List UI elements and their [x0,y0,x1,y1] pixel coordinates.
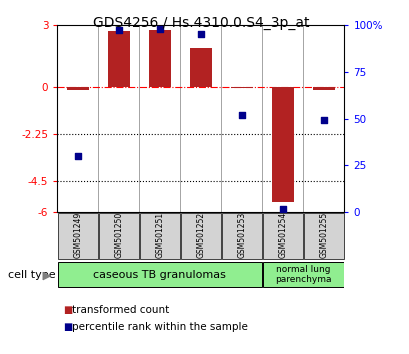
Text: GSM501255: GSM501255 [319,212,328,258]
Text: ■: ■ [63,322,73,332]
Bar [312,87,335,90]
FancyBboxPatch shape [58,213,97,259]
Bar [107,31,130,87]
FancyBboxPatch shape [181,213,220,259]
Point [156,26,163,32]
Text: GSM501249: GSM501249 [73,212,82,258]
Text: GDS4256 / Hs.4310.0.S4_3p_at: GDS4256 / Hs.4310.0.S4_3p_at [92,16,308,30]
Point [279,206,285,211]
Text: GSM501253: GSM501253 [237,212,246,258]
Text: GSM501251: GSM501251 [155,212,164,258]
Text: normal lung
parenchyma: normal lung parenchyma [274,265,331,284]
Text: caseous TB granulomas: caseous TB granulomas [93,270,226,280]
Point [197,31,204,37]
Text: ▶: ▶ [43,270,51,280]
Bar [67,87,89,90]
Text: GSM501252: GSM501252 [196,212,205,258]
Text: GSM501250: GSM501250 [114,212,123,258]
Bar [189,48,212,87]
FancyBboxPatch shape [222,213,261,259]
FancyBboxPatch shape [263,213,302,259]
Bar [230,87,253,88]
FancyBboxPatch shape [262,262,343,287]
Point [320,118,326,123]
Text: percentile rank within the sample: percentile rank within the sample [72,322,247,332]
Text: GSM501254: GSM501254 [278,212,287,258]
Text: ■: ■ [63,305,73,315]
Bar [148,30,171,87]
FancyBboxPatch shape [99,213,138,259]
Text: cell type: cell type [8,270,56,280]
Point [238,112,245,118]
Text: transformed count: transformed count [72,305,169,315]
FancyBboxPatch shape [303,213,343,259]
FancyBboxPatch shape [140,213,179,259]
Point [115,28,122,33]
Point [74,153,81,159]
FancyBboxPatch shape [58,262,261,287]
Bar [271,87,294,202]
